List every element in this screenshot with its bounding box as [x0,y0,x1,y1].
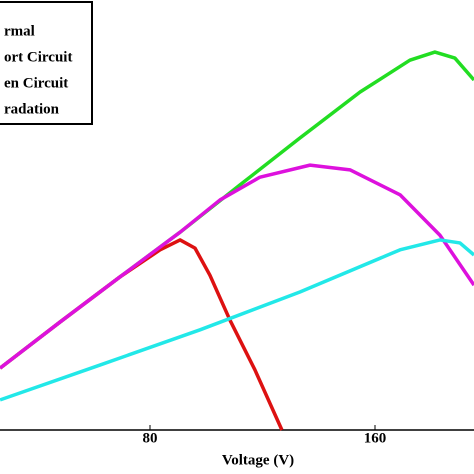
legend-label: ort Circuit [4,49,72,65]
series-line [0,163,474,370]
legend-box [0,1,93,125]
legend-label: en Circuit [4,75,68,91]
x-tick-label: 80 [142,430,157,446]
legend-label: rmal [4,23,35,39]
x-axis-label: Voltage (V) [222,452,294,468]
legend-label: radation [4,101,60,117]
x-tick-label: 160 [364,430,387,446]
series-line [0,238,474,402]
